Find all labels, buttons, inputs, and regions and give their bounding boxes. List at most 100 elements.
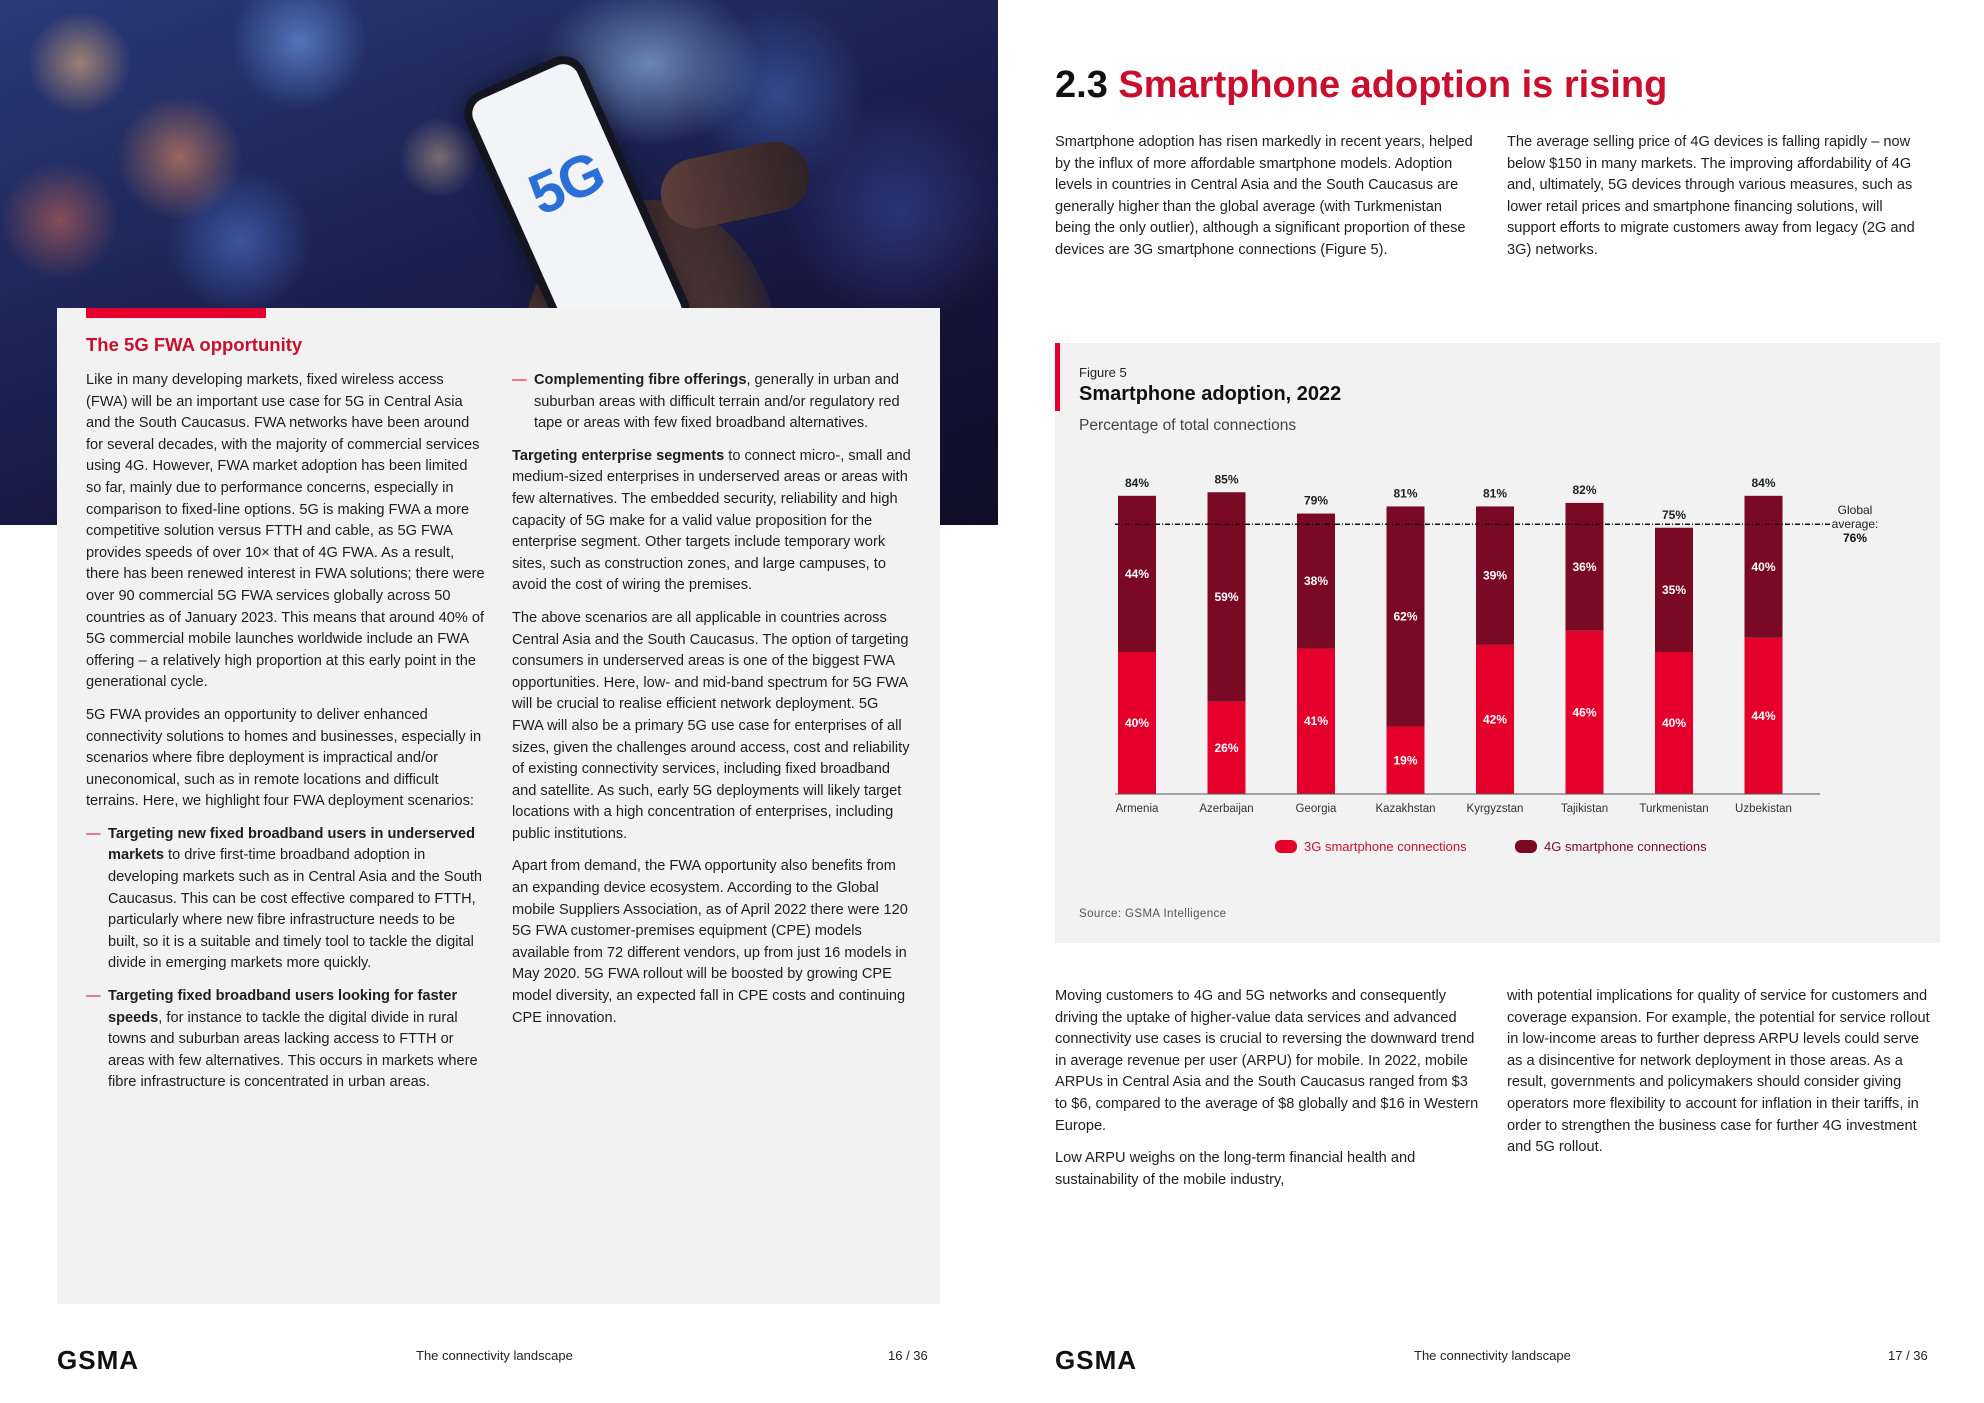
- figure-label: Figure 5: [1079, 365, 1127, 380]
- gsma-logo: GSMA: [1055, 1345, 1137, 1375]
- bottom-left-text: Moving customers to 4G and 5G networks a…: [1055, 986, 1480, 1202]
- x-tick-label: Azerbaijan: [1199, 803, 1253, 815]
- bullet-bold: Targeting fixed broadband users looking …: [108, 988, 458, 1026]
- box-paragraph: The above scenarios are all applicable i…: [512, 609, 910, 842]
- legend-label-4g: 4G smartphone connections: [1544, 839, 1707, 854]
- data-label-3g: 44%: [1751, 709, 1775, 723]
- data-label-3g: 40%: [1662, 716, 1686, 730]
- body-paragraph: Moving customers to 4G and 5G networks a…: [1055, 988, 1479, 1134]
- box-title: The 5G FWA opportunity: [86, 334, 303, 355]
- x-tick-label: Turkmenistan: [1639, 803, 1708, 815]
- x-tick-label: Kazakhstan: [1375, 803, 1435, 815]
- data-label-4g: 39%: [1483, 569, 1507, 583]
- data-label-3g: 40%: [1125, 716, 1149, 730]
- total-label: 82%: [1572, 483, 1596, 497]
- bar-4g: [1118, 495, 1156, 652]
- total-label: 75%: [1662, 508, 1686, 522]
- figure-title: Smartphone adoption, 2022: [1079, 383, 1342, 405]
- bar-3g: [1297, 648, 1335, 794]
- bar-4g: [1744, 495, 1783, 638]
- bullet-text: to drive first-time broadband adoption i…: [108, 847, 482, 972]
- total-label: 84%: [1125, 476, 1149, 490]
- bullet-item: — Targeting new fixed broadband users in…: [86, 824, 486, 975]
- bar-3g: [1744, 637, 1783, 794]
- bottom-right-text: with potential implications for quality …: [1507, 988, 1930, 1156]
- box-paragraph: 5G FWA provides an opportunity to delive…: [86, 706, 482, 810]
- bar-4g: [1297, 513, 1335, 649]
- box-column-1: Like in many developing markets, fixed w…: [86, 370, 486, 1105]
- phone-5g-text: 5G: [519, 138, 613, 229]
- gsma-logo: GSMA: [57, 1345, 139, 1375]
- bullet-text: , for instance to tackle the digital div…: [108, 1009, 478, 1091]
- total-label: 81%: [1393, 486, 1417, 500]
- total-label: 84%: [1751, 476, 1775, 490]
- section-number: 2.3: [1055, 64, 1108, 106]
- paragraph-bold: Targeting enterprise segments: [512, 447, 725, 464]
- legend-swatch-3g: [1275, 840, 1297, 853]
- dash-bullet-icon: —: [512, 372, 527, 388]
- section-heading: 2.3 Smartphone adoption is rising: [1055, 64, 1667, 107]
- box-column-2: — Complementing fibre offerings, general…: [512, 370, 912, 1040]
- bar-3g: [1207, 701, 1246, 794]
- data-label-3g: 46%: [1572, 705, 1596, 719]
- bar-4g: [1655, 527, 1693, 652]
- data-label-3g: 26%: [1214, 741, 1238, 755]
- box-paragraph: Apart from demand, the FWA opportunity a…: [512, 858, 908, 1026]
- data-label-4g: 35%: [1662, 583, 1686, 597]
- x-tick-label: Georgia: [1296, 803, 1338, 815]
- box-paragraph: Like in many developing markets, fixed w…: [86, 372, 485, 691]
- x-tick-label: Kyrgyzstan: [1467, 803, 1524, 815]
- data-label-3g: 42%: [1483, 712, 1507, 726]
- x-tick-label: Uzbekistan: [1735, 803, 1792, 815]
- footer-page-number: 16 / 36: [888, 1348, 928, 1363]
- bar-3g: [1118, 652, 1156, 794]
- data-label-3g: 41%: [1304, 714, 1328, 728]
- legend-swatch-4g: [1515, 840, 1537, 853]
- body-paragraph: Low ARPU weighs on the long-term financi…: [1055, 1150, 1416, 1188]
- bullet-item: — Complementing fibre offerings, general…: [512, 370, 912, 435]
- bar-3g: [1476, 644, 1514, 794]
- bar-4g: [1476, 506, 1514, 645]
- bullet-bold: Targeting new fixed broadband users in u…: [108, 825, 476, 864]
- figure-accent-bar: [1055, 343, 1060, 411]
- paragraph-text: to connect micro-, small and medium-size…: [512, 447, 911, 594]
- data-label-4g: 40%: [1751, 560, 1775, 574]
- bar-3g: [1386, 726, 1425, 794]
- total-label: 81%: [1483, 486, 1507, 500]
- data-label-4g: 38%: [1304, 574, 1328, 588]
- reference-label: average:: [1832, 517, 1879, 531]
- dash-bullet-icon: —: [86, 988, 101, 1005]
- bullet-bold: Complementing fibre offerings: [534, 372, 747, 388]
- data-label-4g: 44%: [1125, 567, 1149, 581]
- dash-bullet-icon: —: [86, 825, 101, 842]
- bullet-item: — Targeting fixed broadband users lookin…: [86, 986, 486, 1094]
- legend-label-3g: 3G smartphone connections: [1304, 839, 1467, 854]
- smartphone-adoption-chart: 40% 44% 84% Armenia 26% 59% 85% Azerbaijan 41% 38…: [1115, 472, 1879, 854]
- footer-section-name: The connectivity landscape: [416, 1348, 573, 1363]
- bar-3g: [1565, 630, 1604, 794]
- bar-3g: [1655, 652, 1693, 794]
- bar-4g: [1207, 492, 1246, 702]
- reference-value: 76%: [1843, 531, 1867, 545]
- data-label-4g: 36%: [1572, 560, 1596, 574]
- data-label-3g: 19%: [1393, 753, 1417, 767]
- bullet-text: , generally in urban and suburban areas …: [534, 372, 900, 432]
- box-accent-bar: [86, 308, 266, 318]
- intro-left: Smartphone adoption has risen markedly i…: [1055, 134, 1473, 258]
- fwa-box: [57, 308, 940, 1304]
- figure-subtitle: Percentage of total connections: [1079, 417, 1297, 434]
- box-paragraph: Targeting enterprise segments to connect…: [512, 446, 912, 597]
- reference-label: Global: [1838, 503, 1873, 517]
- intro-right: The average selling price of 4G devices …: [1507, 134, 1915, 258]
- section-title: Smartphone adoption is rising: [1118, 64, 1668, 106]
- x-tick-label: Armenia: [1116, 803, 1159, 815]
- data-label-4g: 62%: [1393, 610, 1417, 624]
- total-label: 85%: [1214, 472, 1238, 486]
- bar-4g: [1386, 506, 1425, 727]
- footer-page-number: 17 / 36: [1888, 1348, 1928, 1363]
- figure-source: Source: GSMA Intelligence: [1079, 908, 1227, 920]
- footer-section-name: The connectivity landscape: [1414, 1348, 1571, 1363]
- data-label-4g: 59%: [1214, 590, 1238, 604]
- x-tick-label: Tajikistan: [1561, 803, 1608, 815]
- total-label: 79%: [1304, 494, 1328, 508]
